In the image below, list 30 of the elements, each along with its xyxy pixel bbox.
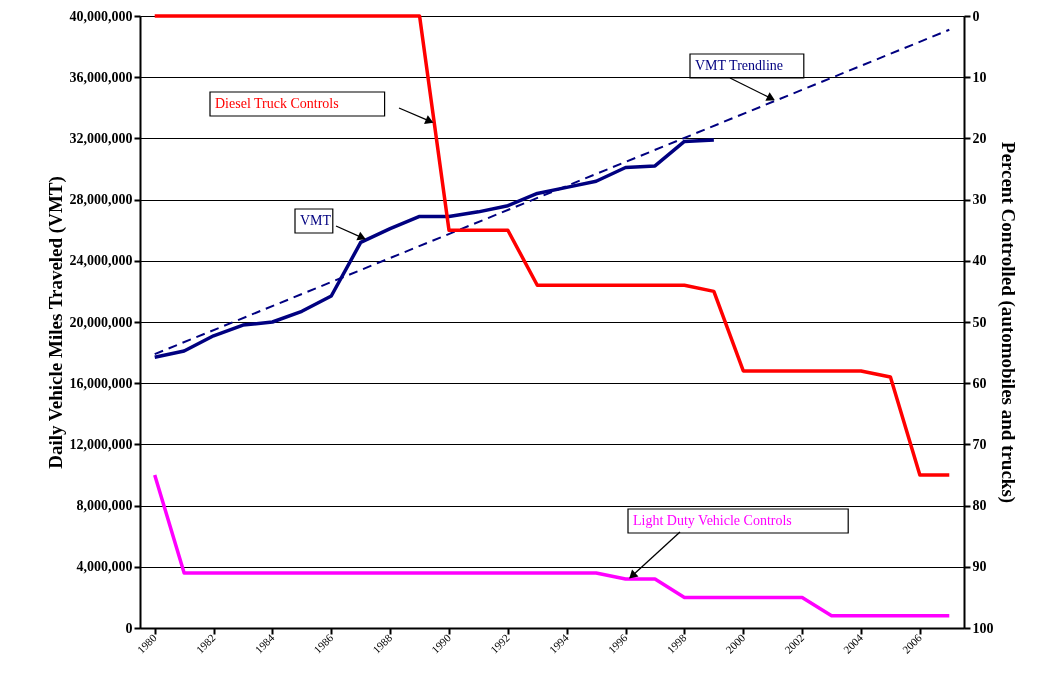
y2-tick-label: 80 [972,498,987,514]
y2-tick-label: 10 [972,69,987,85]
y-tick-label: 32,000,000 [69,130,133,146]
y-tick-label: 40,000,000 [69,8,133,24]
line-series [152,473,952,618]
y2-tick-label: 60 [972,375,987,391]
series-label: VMT Trendline [695,58,784,73]
y2-tick-label: 0 [972,8,980,24]
text: VMT [300,213,332,228]
y-tick-label: 12,000,000 [69,436,133,452]
y2-tick-label: 70 [972,436,987,452]
y-tick-label: 0 [125,620,133,636]
y-tick-label: 4,000,000 [76,559,133,575]
y2-tick-label: 90 [972,559,987,575]
y-tick-label: 8,000,000 [76,498,133,514]
y2-tick-label: 50 [972,314,987,330]
y2-tick-label: 20 [972,130,987,146]
y-tick-label: 16,000,000 [69,375,133,391]
y-tick-label: 20,000,000 [69,314,133,330]
text: Light Duty Vehicle Controls [633,513,792,528]
y-tick-label: 24,000,000 [69,253,133,269]
line-series [152,14,952,477]
y2-tick-label: 40 [972,253,987,269]
y2-axis-title: Percent Controlled (automobiles and trucks) [996,141,1019,504]
text: Diesel Truck Controls [215,96,339,111]
y-tick-label: 28,000,000 [69,192,133,208]
y-tick-label: 36,000,000 [69,69,133,85]
y2-tick-label: 100 [972,620,994,636]
y2-tick-label: 30 [972,192,987,208]
y-axis-title: Daily Vehicle Miles Traveled (VMT) [44,176,67,469]
